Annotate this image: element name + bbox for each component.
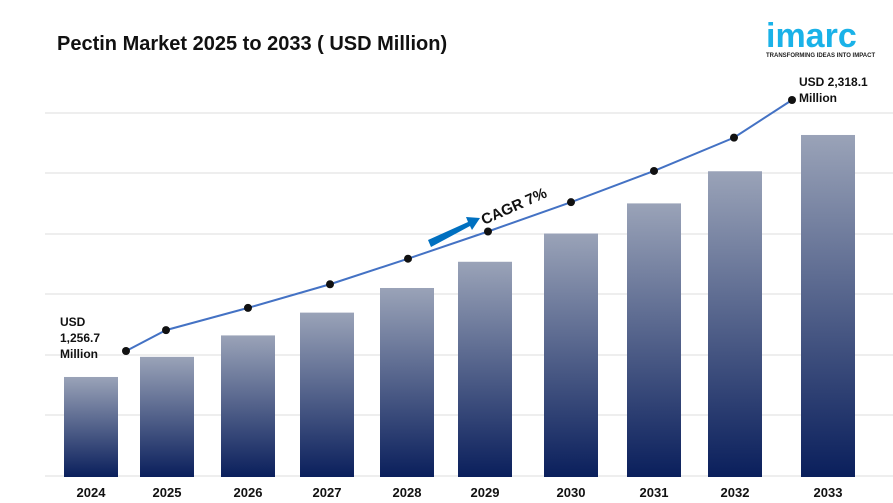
bar-2033 bbox=[801, 134, 855, 477]
line-point-2030 bbox=[567, 198, 575, 207]
line-point-2029 bbox=[484, 227, 492, 236]
line-point-2031 bbox=[650, 166, 658, 175]
bar-2028 bbox=[380, 287, 434, 477]
bar-2027 bbox=[300, 312, 354, 477]
x-tick-label: 2027 bbox=[313, 485, 342, 500]
bar-2026 bbox=[221, 335, 275, 477]
start-annotation-line1: USD bbox=[60, 315, 86, 329]
start-annotation-line2: 1,256.7 bbox=[60, 331, 100, 345]
logo: imarc TRANSFORMING IDEAS INTO IMPACT bbox=[766, 17, 875, 59]
line-point-2027 bbox=[326, 280, 334, 289]
x-tick-label: 2026 bbox=[234, 485, 263, 500]
bar-2031 bbox=[627, 203, 681, 477]
line-point-2028 bbox=[404, 254, 412, 263]
chart-title: Pectin Market 2025 to 2033 ( USD Million… bbox=[57, 33, 448, 55]
line-point-2025 bbox=[162, 326, 170, 335]
end-annotation-line2: Million bbox=[799, 91, 837, 105]
x-tick-label: 2024 bbox=[77, 485, 107, 500]
bar-2030 bbox=[544, 233, 598, 477]
x-tick-label: 2033 bbox=[814, 485, 843, 500]
x-tick-label: 2032 bbox=[721, 485, 750, 500]
line-point-2026 bbox=[244, 303, 252, 312]
bar-2024 bbox=[64, 376, 118, 477]
line-point-2032 bbox=[730, 133, 738, 142]
bar-2029 bbox=[458, 261, 512, 477]
logo-text: imarc bbox=[766, 17, 857, 55]
logo-tagline: TRANSFORMING IDEAS INTO IMPACT bbox=[766, 53, 875, 59]
end-annotation-line1: USD 2,318.1 bbox=[799, 75, 868, 89]
trend-line bbox=[125, 99, 793, 352]
x-tick-label: 2029 bbox=[471, 485, 500, 500]
start-annotation-line3: Million bbox=[60, 347, 98, 361]
x-tick-label: 2031 bbox=[640, 485, 669, 500]
bar-2032 bbox=[708, 171, 762, 477]
x-tick-label: 2030 bbox=[557, 485, 586, 500]
x-tick-label: 2025 bbox=[153, 485, 182, 500]
x-tick-label: 2028 bbox=[393, 485, 422, 500]
line-point-2024 bbox=[122, 347, 130, 355]
bar-2025 bbox=[140, 356, 194, 477]
cagr-arrow-icon bbox=[428, 217, 480, 247]
line-point-2033 bbox=[788, 96, 796, 104]
